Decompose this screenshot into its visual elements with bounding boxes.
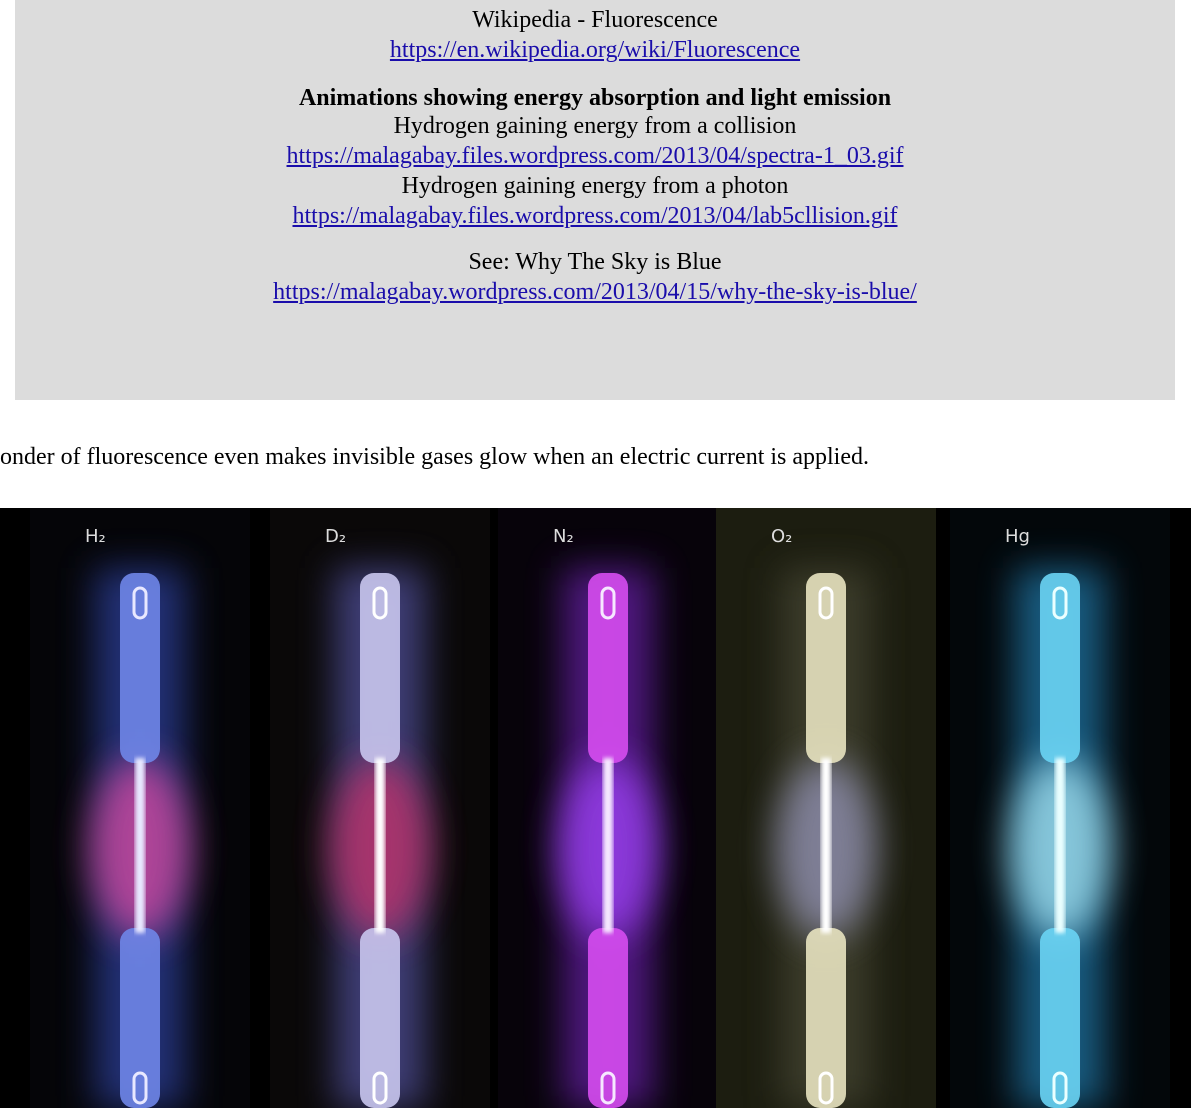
tube-upper [588, 573, 628, 763]
gas-tube: D₂ [270, 508, 490, 1108]
item-text: Hydrogen gaining energy from a photon [15, 171, 1175, 201]
capillary [821, 758, 831, 933]
body-sentence: onder of fluorescence even makes invisib… [0, 442, 869, 472]
tube-lower [1040, 928, 1080, 1108]
tube-label: Hg [1005, 526, 1030, 547]
see-link[interactable]: https://malagabay.wordpress.com/2013/04/… [273, 279, 917, 305]
heading-text: Animations showing energy absorption and… [299, 85, 891, 111]
tube-label: D₂ [325, 526, 346, 547]
capillary [603, 758, 613, 933]
tube-upper [360, 573, 400, 763]
see-text: See: Why The Sky is Blue [15, 247, 1175, 277]
item-text: Hydrogen gaining energy from a collision [15, 111, 1175, 141]
capillary [375, 758, 385, 933]
capillary [135, 758, 145, 933]
section-heading: Animations showing energy absorption and… [15, 83, 1175, 113]
gas-tubes-image: H₂ D₂ N₂ O₂ Hg [0, 508, 1191, 1108]
tube-label: N₂ [553, 526, 574, 547]
tube-upper [1040, 573, 1080, 763]
page: Wikipedia - Fluorescence https://en.wiki… [0, 0, 1191, 1108]
tube-lower [360, 928, 400, 1108]
capillary [1055, 758, 1065, 933]
gas-tube: O₂ [716, 508, 936, 1108]
tube-label: O₂ [771, 526, 792, 547]
item-link[interactable]: https://malagabay.files.wordpress.com/20… [287, 143, 904, 169]
gas-tube: H₂ [30, 508, 250, 1108]
tube-lower [588, 928, 628, 1108]
item-link[interactable]: https://malagabay.files.wordpress.com/20… [292, 203, 897, 229]
ref-link[interactable]: https://en.wikipedia.org/wiki/Fluorescen… [390, 37, 800, 63]
tube-lower [120, 928, 160, 1108]
tube-upper [120, 573, 160, 763]
tube-label: H₂ [85, 526, 106, 547]
ref-title: Wikipedia - Fluorescence [15, 5, 1175, 35]
gas-tube: Hg [950, 508, 1170, 1108]
tube-lower [806, 928, 846, 1108]
reference-box: Wikipedia - Fluorescence https://en.wiki… [15, 0, 1175, 400]
tube-upper [806, 573, 846, 763]
gas-tube: N₂ [498, 508, 718, 1108]
